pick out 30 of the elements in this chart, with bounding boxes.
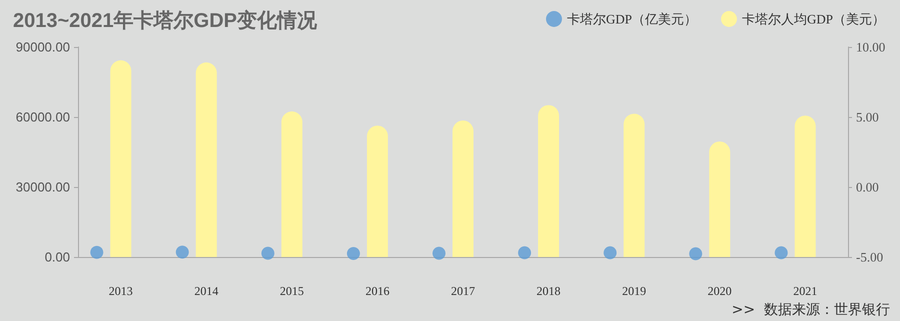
- text: >> 数据来源：世界银行: [732, 302, 890, 318]
- x-tick-label: 2018: [536, 284, 561, 298]
- bar: [794, 116, 816, 257]
- y-tick-label: 30000.00: [16, 180, 70, 194]
- x-tick-label: 2019: [622, 284, 646, 298]
- y2-tick-label: -5.00: [856, 250, 884, 264]
- bar: [624, 114, 645, 257]
- bar: [538, 105, 560, 257]
- bar: [281, 111, 302, 257]
- y2-tick-label: 5.00: [856, 110, 879, 124]
- x-tick-label: 2017: [451, 284, 475, 298]
- x-tick-label: 2016: [365, 284, 390, 298]
- y-tick-label: 0.00: [44, 250, 70, 264]
- chart-title: 2013~2021年卡塔尔GDP变化情况: [13, 9, 318, 32]
- x-tick-label: 2015: [280, 284, 304, 298]
- x-tick-label: 2014: [194, 284, 218, 298]
- legend-label: 卡塔尔GDP（亿美元）: [566, 12, 698, 26]
- y-tick-label: 60000.00: [16, 110, 70, 124]
- legend-label: 卡塔尔人均GDP（美元）: [742, 12, 886, 26]
- bar: [110, 60, 132, 257]
- bar: [196, 62, 217, 257]
- bar: [709, 142, 730, 257]
- bar: [366, 126, 388, 257]
- x-tick-label: 2020: [708, 284, 732, 298]
- y2-tick-label: 10.00: [856, 40, 886, 54]
- x-tick-label: 2021: [793, 284, 818, 298]
- x-tick-label: 2013: [108, 284, 133, 298]
- y-tick-label: 90000.00: [16, 40, 70, 54]
- y2-tick-label: 0.00: [856, 180, 879, 194]
- bar: [452, 120, 474, 257]
